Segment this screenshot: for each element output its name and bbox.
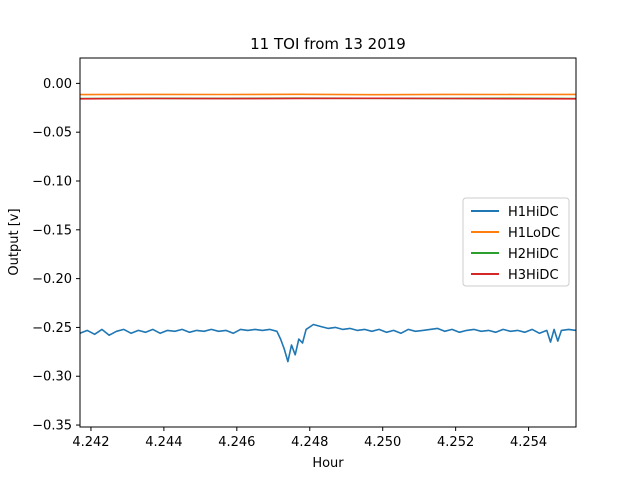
plot-frame — [79, 57, 577, 428]
x-tick-label: 4.244 — [145, 435, 182, 450]
y-axis-label: Output [v] — [7, 208, 22, 275]
x-tick-label: 4.250 — [364, 435, 401, 450]
y-tick-label: −0.05 — [32, 126, 72, 141]
y-tick-label: −0.35 — [32, 419, 72, 434]
x-tick-label: 4.242 — [72, 435, 109, 450]
series-line-h1hidc — [79, 323, 577, 363]
legend-box — [462, 197, 570, 287]
y-tick-label: −0.30 — [32, 370, 72, 385]
legend-label-h1hidc: H1HiDC — [508, 205, 559, 220]
legend-label-h3hidc: H3HiDC — [508, 268, 559, 283]
legend-label-h1lodc: H1LoDC — [508, 226, 560, 241]
x-tick-label: 4.252 — [437, 435, 474, 450]
chart-title: 11 TOI from 13 2019 — [250, 35, 406, 53]
legend: H1HiDC H1LoDC H2HiDC H3HiDC — [462, 197, 570, 287]
y-tick-label: −0.20 — [32, 272, 72, 287]
y-axis: 0.00 −0.05 −0.10 −0.15 −0.20 −0.25 −0.30 −0.35 — [32, 77, 80, 434]
plot-area — [79, 93, 577, 363]
y-tick-label: −0.10 — [32, 175, 72, 190]
x-tick-label: 4.246 — [218, 435, 255, 450]
x-axis: 4.242 4.244 4.246 4.248 4.250 4.252 4.254 — [72, 427, 547, 450]
x-axis-label: Hour — [312, 456, 344, 471]
y-tick-label: −0.25 — [32, 321, 72, 336]
y-tick-label: −0.15 — [32, 223, 72, 238]
x-tick-label: 4.254 — [510, 435, 547, 450]
x-tick-label: 4.248 — [291, 435, 328, 450]
series-line-h3hidc — [79, 97, 577, 100]
y-tick-label: 0.00 — [43, 77, 72, 92]
legend-label-h2hidc: H2HiDC — [508, 247, 559, 262]
